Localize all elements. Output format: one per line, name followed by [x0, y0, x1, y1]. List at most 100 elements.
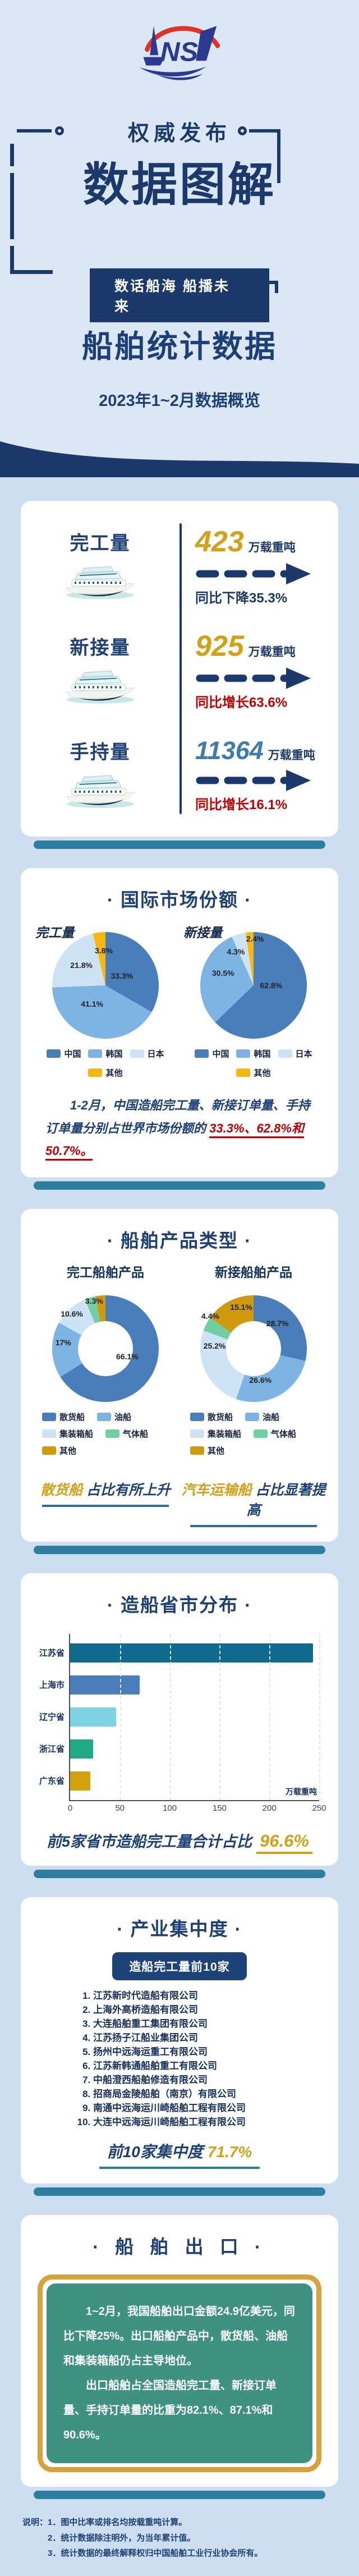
- export-panel-inner: 1~2月，我国船舶出口金额24.9亿美元，同比下降25%。出口船舶产品中，散货船…: [47, 2283, 312, 2463]
- market-note-highlight: 33.3%、62.8%和50.7%。: [45, 1121, 304, 1161]
- footnote-item: 1．图中比率或排名均按载重吨计算。: [48, 2517, 187, 2527]
- export-panel: 1~2月，我国船舶出口金额24.9亿美元，同比下降25%。出口船舶产品中，散货船…: [38, 2274, 321, 2472]
- bar-jiangsu: [70, 1643, 314, 1663]
- completed-products-donut: 66.1% 17% 10.6% 3.3%: [52, 1295, 159, 1403]
- export-card: · 船 舶 出 口 · 1~2月，我国船舶出口金额24.9亿美元，同比下降25%…: [21, 2214, 338, 2487]
- legend-item: 其他: [88, 1067, 123, 1079]
- legend-item: 其他: [190, 1445, 224, 1456]
- legend-item: 油船: [97, 1411, 131, 1423]
- company-item: 江苏新韩通船舶重工有限公司: [93, 2059, 283, 2073]
- yoy-change: 同比增长16.1%: [195, 797, 288, 812]
- bar-shanghai: [70, 1675, 140, 1695]
- legend-item: 日本: [130, 1048, 164, 1059]
- frame-dash-left-2: [10, 173, 14, 239]
- new-order-products-donut: 28.7% 26.6% 25.2% 4.4% 15.1%: [200, 1295, 307, 1403]
- footnote-item: 3．统计数据的最终解释权归中国船舶工业行业协会所有。: [48, 2548, 263, 2559]
- pie-label: 26.6%: [249, 1375, 272, 1385]
- caption-value: 71.7%: [207, 2143, 252, 2161]
- wave-divider: [0, 441, 359, 477]
- legend-item: 韩国: [88, 1048, 123, 1059]
- metric-label: 手持量: [70, 742, 131, 763]
- pie-block-new-orders: 新接量 62.8% 30.5% 4.3% 2.4% 中国 韩国 日本 其他: [180, 917, 327, 1079]
- legend-item: 油船: [245, 1411, 279, 1423]
- yoy-change: 同比增长63.6%: [195, 695, 288, 710]
- metric-unit: 万载重吨: [268, 748, 315, 762]
- gridline: [219, 1634, 221, 1801]
- bar-category-labels: 江苏省 上海市 辽宁省 浙江省 广东省: [33, 1634, 69, 1801]
- gridline: [169, 1634, 171, 1801]
- new-orders-pie-chart: 62.8% 30.5% 4.3% 2.4%: [200, 932, 307, 1039]
- pie-label: 62.8%: [260, 981, 283, 990]
- company-item: 扬州中远海运重工有限公司: [93, 2045, 283, 2059]
- bar-zhejiang: [70, 1739, 93, 1759]
- legend-item: 日本: [278, 1048, 312, 1059]
- donut-block-new-orders: 新接船舶产品 28.7% 26.6% 25.2% 4.4% 15.1% 散货船 …: [180, 1262, 327, 1528]
- gridline: [319, 1634, 320, 1801]
- donut-caption: 汽车运输船 占比显著提高: [180, 1479, 327, 1528]
- yoy-change: 同比下降35.3%: [195, 590, 288, 606]
- summary-card: 完工量 423 万载重吨: [21, 501, 338, 837]
- metric-unit: 万载重吨: [248, 541, 296, 554]
- caption-underline: [42, 1505, 169, 1508]
- pie-legend: 中国 韩国 日本 其他: [180, 1048, 327, 1079]
- company-item: 南通中远海运川崎船舶工程有限公司: [93, 2102, 283, 2116]
- bar-category: 上海市: [39, 1680, 65, 1690]
- content-area: 完工量 423 万载重吨: [0, 477, 359, 2576]
- frame-dash-left-1: [10, 144, 14, 166]
- pie-legend: 中国 韩国 日本 其他: [32, 1048, 179, 1079]
- top10-badge: 造船完工量前10家: [112, 1952, 247, 1981]
- concentration-card: · 产业集中度 · 造船完工量前10家 江苏新时代造船有限公司 上海外高桥造船有…: [21, 1897, 338, 2184]
- pie-label: 15.1%: [230, 1303, 252, 1312]
- frame-line-top-right: [249, 129, 280, 133]
- pie-label: 25.2%: [203, 1341, 226, 1350]
- section-title: · 产业集中度 ·: [117, 1919, 242, 1940]
- trend-arrow-icon: [196, 563, 311, 584]
- gridline: [269, 1634, 271, 1801]
- section-title: · 国际市场份额 ·: [107, 889, 252, 910]
- bar-guangdong: [70, 1771, 90, 1791]
- pie-label: 4.3%: [227, 947, 245, 956]
- legend-item: 其他: [236, 1067, 271, 1079]
- svg-text:NS: NS: [160, 36, 199, 67]
- company-list: 江苏新时代造船有限公司 上海外高桥造船有限公司 大连船舶重工集团有限公司 江苏扬…: [76, 1989, 283, 2130]
- donut-title: 完工船舶产品: [67, 1265, 144, 1280]
- footnote-item: 2．统计数据除注明外，为当年累计值。: [48, 2533, 196, 2543]
- card-bottom-bar: [34, 1870, 325, 1879]
- pie-title: 新接量: [183, 925, 222, 940]
- card-bottom-bar: [34, 1546, 325, 1555]
- caption-value: 96.6%: [256, 1831, 312, 1855]
- footnote-label: 说明：: [22, 2517, 48, 2527]
- donut-legend: 散货船 油船 集装箱船 气体船 其他: [32, 1411, 179, 1456]
- pie-label: 21.8%: [70, 961, 93, 970]
- product-types-card: · 船舶产品类型 · 完工船舶产品 66.1% 17% 10.6% 3.3% 散…: [21, 1209, 338, 1542]
- bar-category: 辽宁省: [39, 1712, 65, 1723]
- pie-label: 28.7%: [266, 1318, 289, 1328]
- hero-section: NS 权威发布 数据图解 数话船海 船播未来 船舶统计数据 2023年1~2月数…: [0, 0, 359, 477]
- section-title: · 造船省市分布 ·: [107, 1595, 252, 1616]
- frame-bar-bottom-right: [275, 281, 278, 293]
- company-item: 大连中远海运川崎船舶工程有限公司: [93, 2116, 283, 2130]
- trend-arrow-icon: [196, 667, 311, 689]
- pie-block-completions: 完工量 33.3% 41.1% 21.8% 3.8% 中国 韩国 日本 其他: [32, 917, 179, 1079]
- ship-logo-icon: NS: [139, 26, 220, 80]
- cruise-ship-icon: [65, 670, 135, 704]
- cruise-ship-icon: [65, 566, 135, 599]
- legend-item: 中国: [195, 1048, 229, 1059]
- card-bottom-bar: [34, 2490, 325, 2499]
- pie-label: 10.6%: [61, 1309, 83, 1318]
- frame-ring-top-right: [238, 126, 247, 135]
- main-title: 数据图解: [82, 159, 276, 211]
- pie-label: 41.1%: [81, 999, 103, 1008]
- pie-label: 2.4%: [246, 934, 264, 943]
- province-bar-chart: 江苏省 上海市 辽宁省 浙江省 广东省 万载: [33, 1634, 320, 1802]
- pie-label: 17%: [55, 1338, 71, 1348]
- company-item: 江苏新时代造船有限公司: [93, 1989, 283, 2003]
- trend-arrow-icon: [196, 769, 311, 791]
- slogan-box: 数话船海 船播未来: [90, 268, 269, 322]
- legend-item: 韩国: [236, 1048, 271, 1059]
- bar-liaoning: [70, 1707, 116, 1727]
- company-item: 招商局金陵船舶（南京）有限公司: [93, 2088, 283, 2102]
- pie-label: 4.4%: [201, 1311, 219, 1321]
- metric-label: 完工量: [70, 533, 131, 554]
